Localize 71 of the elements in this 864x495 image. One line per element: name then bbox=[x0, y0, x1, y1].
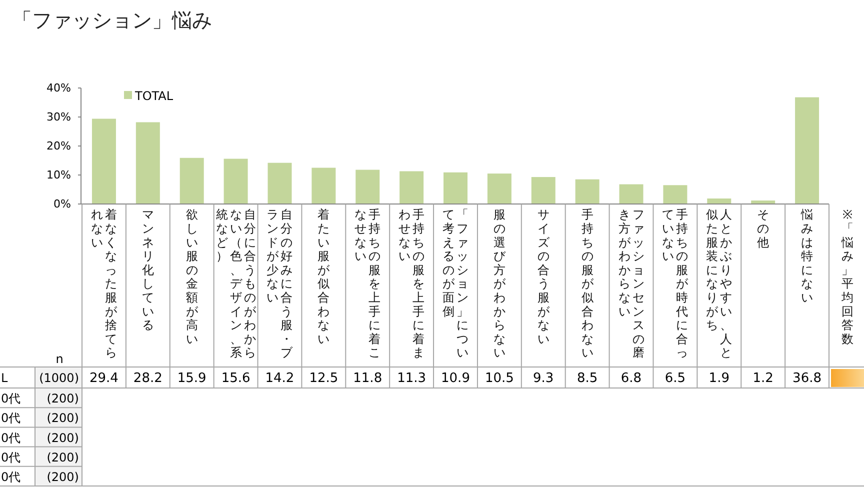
y-tick-label: 10% bbox=[46, 168, 71, 182]
text: 0代 bbox=[1, 430, 21, 445]
y-tick-label: 0% bbox=[54, 198, 71, 211]
category-label: 人とかぶりやすい、人と似た服装になりがち bbox=[706, 208, 732, 360]
text: 0代 bbox=[1, 411, 21, 426]
category-label: 服の選び方がわからない bbox=[493, 208, 506, 360]
data-label: 11.3 bbox=[397, 371, 426, 386]
bar bbox=[92, 118, 116, 204]
category-label: 手持ちの服を上手に着まわせない bbox=[398, 208, 425, 360]
category-label: ファッションセンスの磨き方がわからない bbox=[618, 208, 644, 360]
bar bbox=[487, 174, 512, 204]
y-tick-label: 30% bbox=[46, 110, 71, 124]
text: 0代 bbox=[1, 470, 21, 484]
bar bbox=[400, 171, 424, 204]
data-label: 36.8 bbox=[792, 371, 822, 386]
category-label: 手持ちの服が時代に合っていない bbox=[662, 208, 688, 360]
category-label: マンネリ化している bbox=[142, 208, 154, 332]
bar bbox=[268, 162, 292, 204]
bar bbox=[663, 185, 688, 204]
data-label: 11.8 bbox=[353, 371, 382, 386]
category-label: 着なくなった服が捨てられない bbox=[91, 208, 117, 360]
text: 0代 bbox=[1, 392, 21, 406]
text: ※「悩み」平均回答数 bbox=[842, 208, 854, 346]
bar bbox=[575, 179, 600, 204]
text: 0代 bbox=[1, 450, 21, 464]
bar bbox=[180, 158, 204, 204]
category-label: 「ファッション」について考えるのが面倒 bbox=[442, 208, 468, 360]
text: (200) bbox=[46, 450, 79, 464]
data-label: 1.2 bbox=[752, 371, 774, 386]
bar bbox=[136, 122, 160, 204]
data-label: 10.9 bbox=[441, 371, 470, 386]
category-label: 欲しい服の金額が高い bbox=[186, 208, 198, 346]
x-tick-label: その他 bbox=[757, 208, 770, 250]
data-label: 14.2 bbox=[265, 371, 294, 386]
text: (200) bbox=[46, 430, 79, 445]
bar bbox=[312, 168, 336, 204]
data-label: 28.2 bbox=[133, 371, 162, 386]
data-label: 15.6 bbox=[221, 371, 250, 386]
text: n bbox=[56, 352, 64, 366]
data-label: 9.3 bbox=[533, 371, 554, 386]
legend-label: TOTAL bbox=[134, 89, 174, 103]
data-label: 8.5 bbox=[576, 371, 598, 386]
y-tick-label: 20% bbox=[46, 140, 71, 153]
text: L bbox=[1, 371, 8, 385]
data-label: 1.9 bbox=[708, 371, 730, 386]
data-label: 15.9 bbox=[177, 371, 206, 386]
bar bbox=[356, 170, 380, 204]
category-label: 手持ちの服を上手に着こなせない bbox=[354, 208, 381, 360]
text: (1000) bbox=[39, 371, 79, 385]
x-tick-label: 悩みは特にない bbox=[800, 208, 813, 304]
data-label: 10.5 bbox=[484, 371, 514, 386]
bar bbox=[444, 172, 468, 204]
y-tick-label: 40% bbox=[46, 82, 71, 95]
category-label: 自分に合うものがわからない（色、デザイン、系統など） bbox=[216, 208, 256, 360]
data-label: 12.5 bbox=[309, 371, 338, 386]
category-label: 自分の好みに合う服・ブランドが少ない bbox=[266, 208, 293, 360]
category-label: 手持ちの服が似合わない bbox=[581, 208, 594, 360]
text: (200) bbox=[46, 470, 79, 484]
text: (200) bbox=[46, 392, 79, 406]
bar bbox=[224, 158, 248, 204]
chart-title: 「ファッション」悩み bbox=[12, 8, 212, 32]
data-label: 6.8 bbox=[620, 371, 642, 386]
text: (200) bbox=[46, 411, 79, 426]
bar bbox=[707, 198, 732, 204]
bar bbox=[795, 97, 820, 204]
category-label: サイズの合う服がない bbox=[537, 208, 550, 346]
data-label: 6.5 bbox=[664, 371, 686, 386]
category-label: 着たい服が似合わない bbox=[318, 208, 330, 346]
data-label: 29.4 bbox=[89, 371, 118, 386]
bar bbox=[619, 184, 644, 204]
bar bbox=[531, 177, 556, 204]
